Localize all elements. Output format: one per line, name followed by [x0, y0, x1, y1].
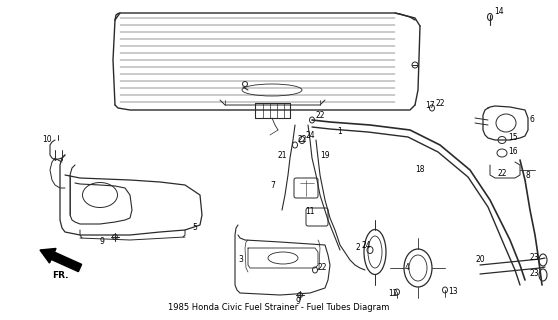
Text: 12: 12: [388, 290, 397, 299]
Text: 17: 17: [425, 100, 435, 109]
Text: 22: 22: [315, 110, 325, 119]
Text: 11: 11: [305, 207, 315, 217]
Text: 20: 20: [475, 255, 485, 265]
Text: 15: 15: [508, 133, 518, 142]
Text: 19: 19: [320, 150, 330, 159]
Text: 10: 10: [42, 135, 52, 145]
Text: 5: 5: [192, 223, 197, 233]
Text: 2: 2: [355, 243, 360, 252]
Text: 1: 1: [337, 127, 341, 137]
Text: 22: 22: [298, 135, 307, 145]
Text: 3: 3: [238, 255, 243, 265]
Text: 21: 21: [278, 150, 287, 159]
Text: 7: 7: [270, 180, 275, 189]
Text: 22: 22: [498, 169, 507, 178]
Text: 16: 16: [508, 148, 518, 156]
Text: 22: 22: [318, 262, 328, 271]
Text: 1985 Honda Civic Fuel Strainer - Fuel Tubes Diagram: 1985 Honda Civic Fuel Strainer - Fuel Tu…: [169, 303, 389, 312]
Text: 23: 23: [530, 269, 540, 278]
Text: 4: 4: [405, 263, 410, 273]
Text: 13: 13: [448, 287, 458, 297]
Text: 9: 9: [100, 237, 105, 246]
Text: 8: 8: [525, 171, 530, 180]
Text: 24: 24: [305, 132, 315, 140]
FancyArrow shape: [40, 248, 81, 272]
Text: 14: 14: [494, 7, 504, 17]
Text: 23: 23: [530, 253, 540, 262]
Text: 22: 22: [435, 99, 445, 108]
Text: FR.: FR.: [52, 270, 69, 279]
Text: 6: 6: [530, 116, 535, 124]
Text: 9: 9: [295, 298, 300, 307]
Text: 24: 24: [362, 241, 372, 250]
Text: 18: 18: [415, 165, 425, 174]
